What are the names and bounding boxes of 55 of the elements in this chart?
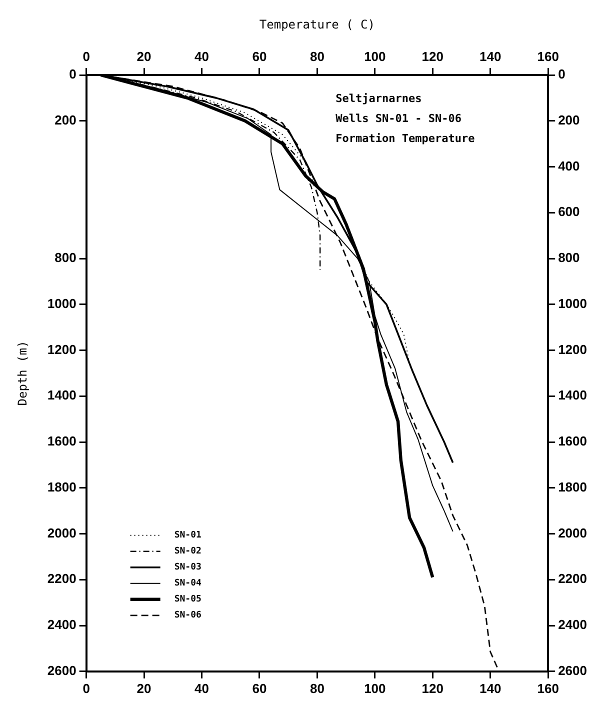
y-tick-label: 2200: [47, 571, 76, 586]
y-tick-label: 1600: [47, 434, 76, 449]
x-tick-label: 100: [364, 680, 386, 696]
x2-tick-label: 120: [422, 48, 444, 64]
legend-label: SN-06: [174, 610, 202, 621]
x2-tick-label: 60: [252, 48, 267, 64]
y-tick-label: 2400: [47, 617, 76, 632]
y2-tick-label: 1800: [558, 479, 587, 494]
y-tick-label: 2000: [47, 525, 76, 540]
x2-tick-label: 80: [310, 48, 324, 64]
y2-tick-label: 1400: [558, 388, 587, 403]
legend-label: SN-01: [174, 530, 202, 541]
y2-tick-label: 600: [558, 204, 580, 220]
x2-tick-label: 160: [537, 48, 559, 64]
x-tick-label: 160: [537, 680, 559, 696]
legend-label: SN-05: [174, 594, 202, 605]
legend-label: SN-03: [174, 562, 202, 573]
y2-tick-label: 2600: [558, 662, 587, 678]
y2-tick-label: 2200: [558, 571, 587, 586]
y2-tick-label: 0: [558, 66, 566, 82]
y-tick-label: 800: [54, 250, 76, 266]
y2-tick-label: 400: [558, 158, 580, 174]
annotation: Wells SN-01 - SN-06: [336, 112, 462, 125]
y-tick-label: 2600: [47, 662, 76, 678]
x2-tick-label: 0: [82, 48, 90, 64]
y-axis-title: Depth (m): [15, 340, 30, 406]
y2-tick-label: 1600: [558, 434, 587, 449]
y-tick-label: 1200: [47, 342, 76, 357]
y-tick-label: 0: [69, 66, 76, 82]
y2-tick-label: 800: [558, 250, 580, 266]
y2-tick-label: 1200: [558, 342, 587, 357]
annotation: Seltjarnarnes: [336, 92, 422, 105]
y-tick-label: 1000: [47, 296, 76, 311]
x-tick-label: 80: [310, 680, 324, 696]
y2-tick-label: 200: [558, 112, 580, 128]
y2-tick-label: 1000: [558, 296, 587, 311]
legend-label: SN-02: [174, 546, 202, 557]
x-tick-label: 20: [136, 680, 152, 696]
x2-tick-label: 140: [480, 48, 502, 64]
y-tick-label: 1400: [47, 388, 76, 403]
y2-tick-label: 2400: [558, 617, 587, 632]
y2-tick-label: 2000: [558, 525, 587, 540]
x-tick-label: 60: [252, 680, 267, 696]
x-tick-label: 140: [480, 680, 502, 696]
y-tick-label: 1800: [47, 479, 76, 494]
annotation: Formation Temperature: [336, 132, 476, 145]
x-tick-label: 40: [194, 680, 209, 696]
x2-tick-label: 20: [136, 48, 152, 64]
x-tick-label: 0: [82, 680, 90, 696]
x2-tick-label: 100: [364, 48, 386, 64]
x2-axis-title: Temperature ( C): [259, 17, 375, 32]
x-tick-label: 120: [422, 680, 444, 696]
y-tick-label: 200: [54, 112, 76, 128]
x2-tick-label: 40: [194, 48, 209, 64]
legend-label: SN-04: [174, 578, 202, 589]
